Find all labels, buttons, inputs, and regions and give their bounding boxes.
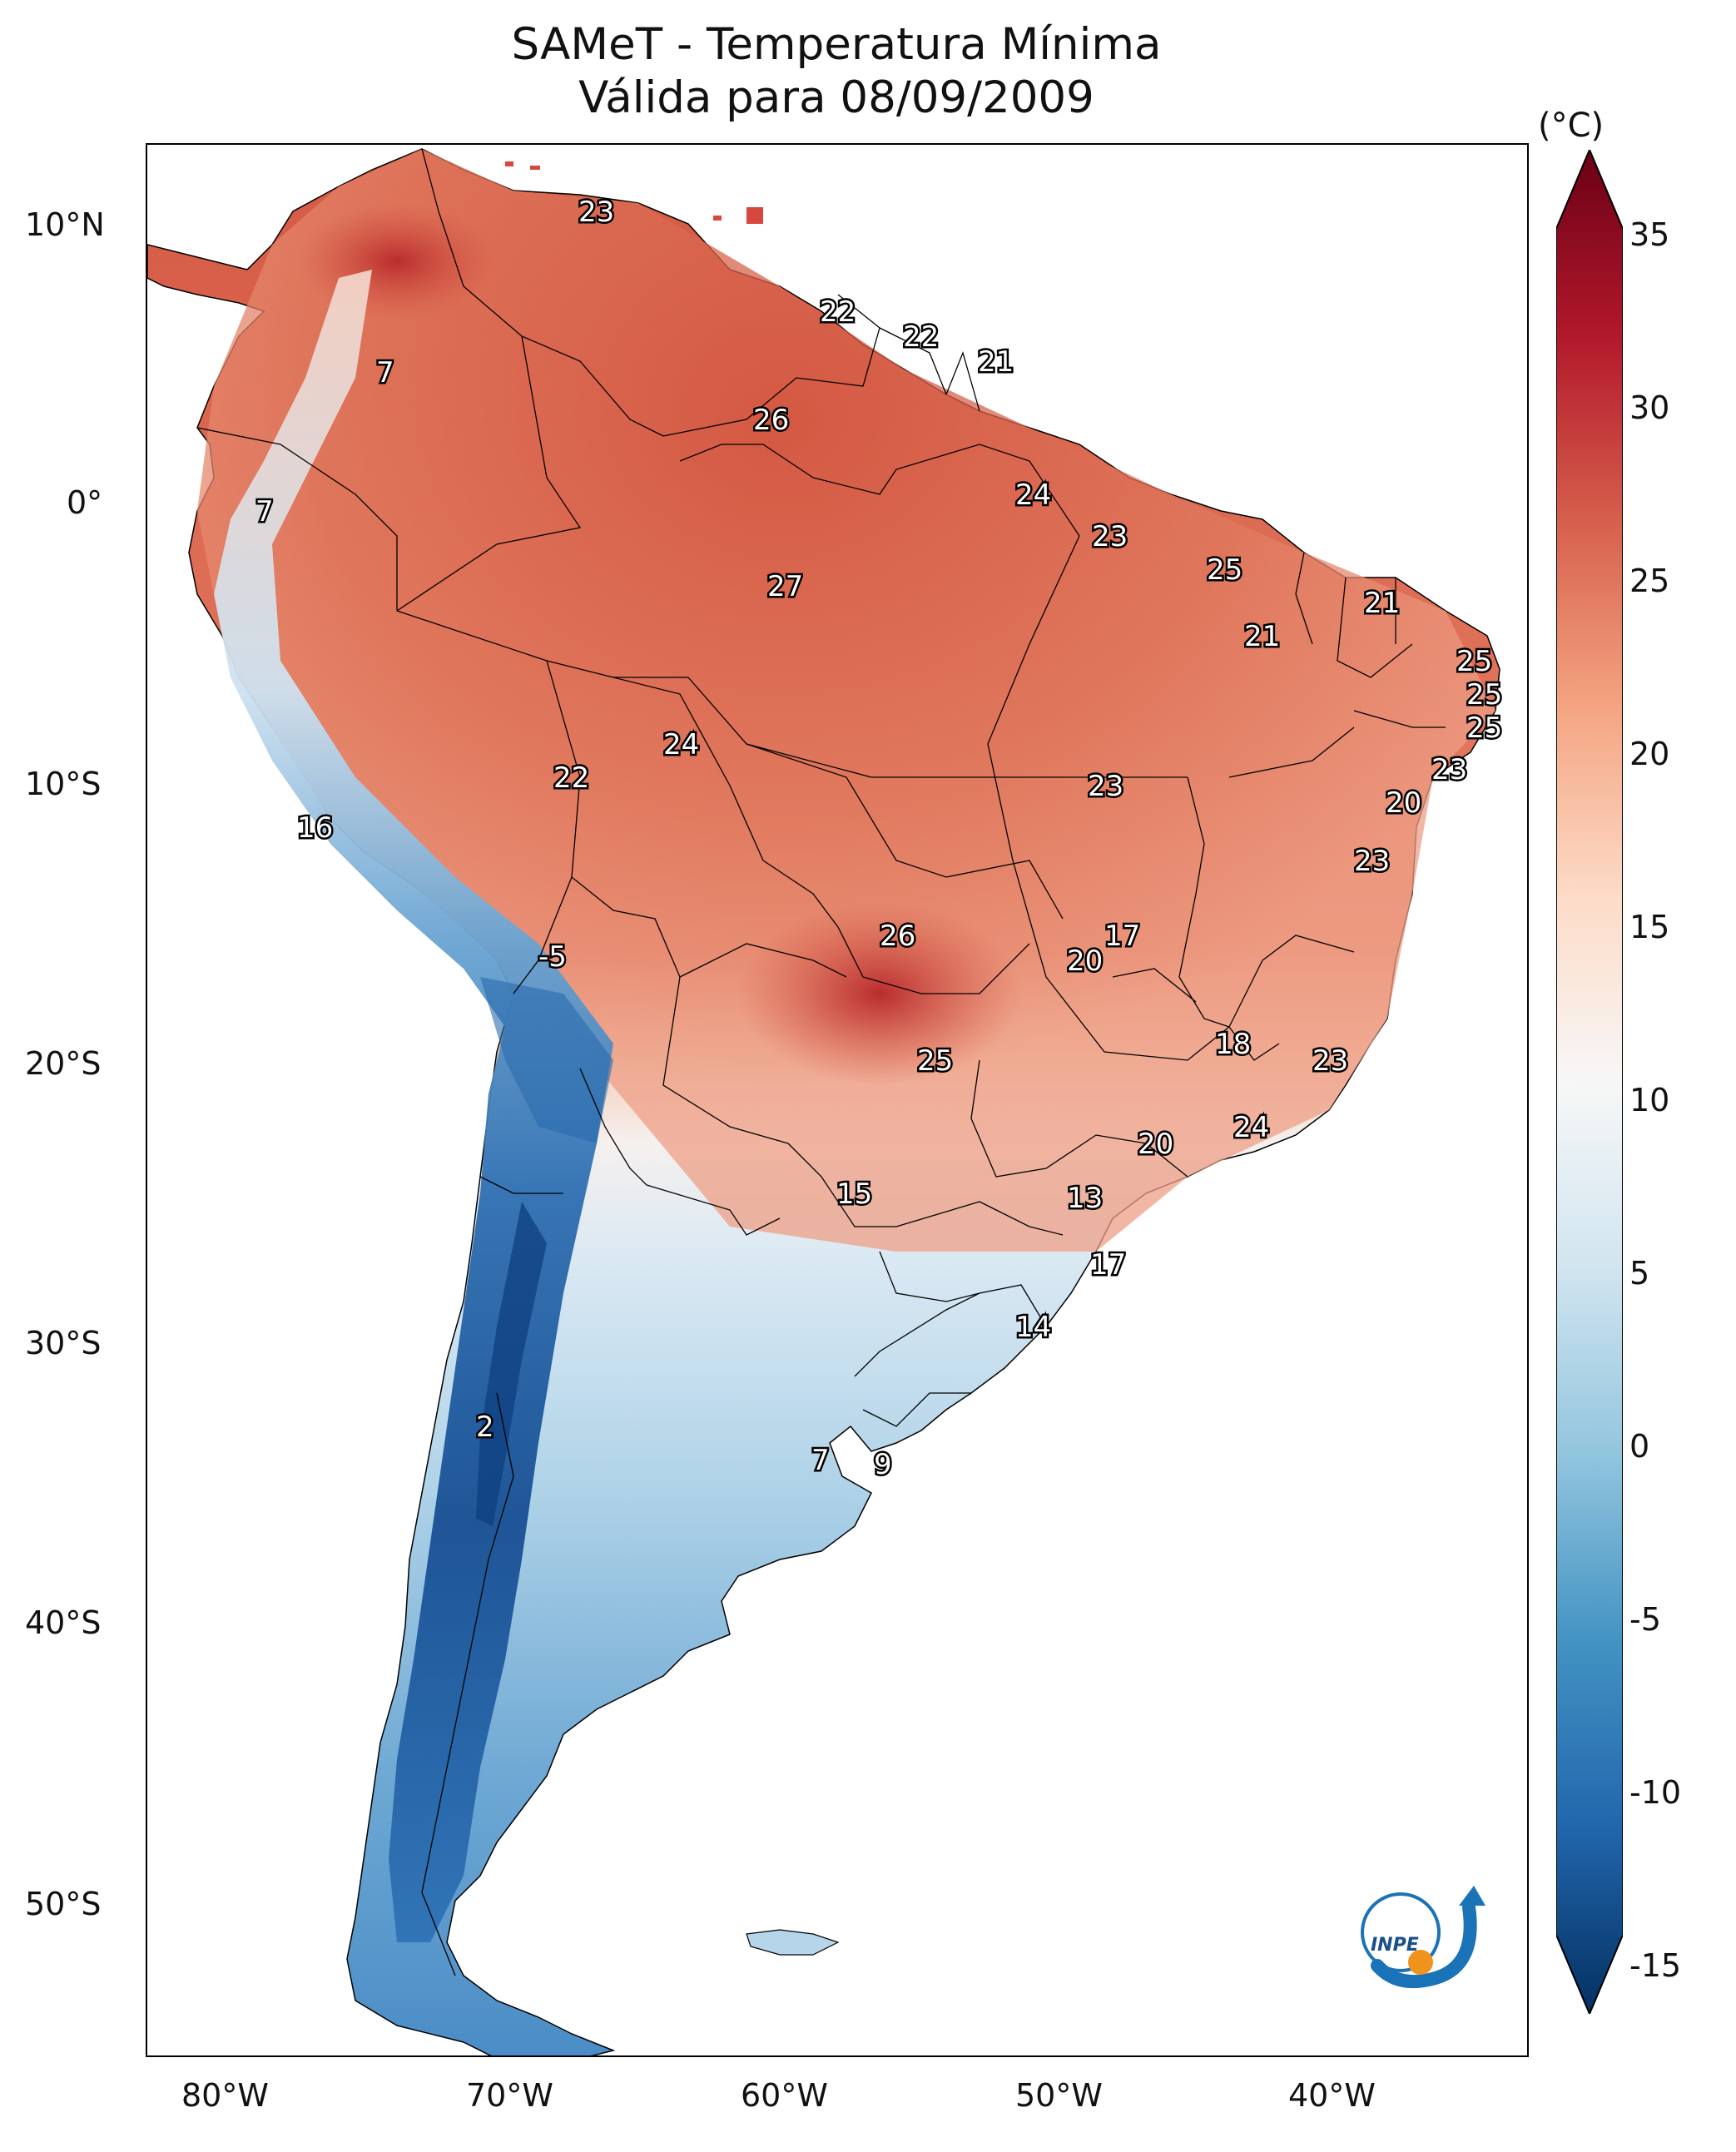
station-value: 18 (1215, 1028, 1251, 1061)
station-value: 21 (978, 345, 1014, 379)
falkland-islands (746, 1929, 840, 1956)
station-value: 16 (297, 811, 333, 845)
lat-label-10s: 10°S (25, 766, 102, 802)
hot-spot-north (297, 203, 497, 320)
lat-label-50s: 50°S (25, 1886, 102, 1922)
lat-label-20s: 20°S (25, 1045, 102, 1082)
station-value: 20 (1386, 786, 1421, 820)
station-value: 21 (1364, 587, 1400, 620)
station-value: 2 (476, 1411, 494, 1444)
station-value: 7 (376, 356, 394, 389)
lat-label-40s: 40°S (25, 1604, 102, 1641)
station-value: 17 (1090, 1248, 1126, 1282)
colorbar-tick-20: 20 (1629, 736, 1670, 772)
lon-label-80w: 80°W (181, 2077, 269, 2114)
station-value: 24 (1015, 478, 1051, 512)
station-value: 15 (836, 1178, 872, 1211)
inpe-logo: INPE (1352, 1882, 1494, 1999)
station-value: 22 (820, 295, 856, 329)
station-value: 22 (903, 320, 939, 354)
colorbar (1555, 147, 1633, 2017)
colorbar-unit: (°C) (1538, 107, 1605, 145)
station-value: 22 (553, 761, 589, 795)
lat-label-10n: 10°N (25, 206, 105, 243)
station-value: 14 (1015, 1311, 1051, 1344)
station-value: -5 (538, 940, 567, 974)
lon-label-40w: 40°W (1288, 2077, 1376, 2114)
lon-label-60w: 60°W (741, 2077, 828, 2114)
station-value: 24 (663, 728, 699, 761)
colorbar-tick-25: 25 (1629, 563, 1670, 599)
station-value: 17 (1104, 920, 1140, 953)
station-value: 26 (880, 920, 915, 953)
station-value: 20 (1138, 1128, 1173, 1161)
hot-spot-central (738, 902, 1021, 1085)
lat-label-0: 0° (67, 484, 103, 521)
lat-label-30s: 30°S (25, 1325, 102, 1361)
lon-label-70w: 70°W (466, 2077, 553, 2114)
title-line-2: Válida para 08/09/2009 (578, 72, 1094, 123)
andes-cold-core (476, 1202, 547, 1526)
colorbar-tick-30: 30 (1629, 389, 1670, 426)
station-value: 7 (811, 1444, 830, 1477)
title-line-1: SAMeT - Temperatura Mínima (511, 19, 1162, 70)
station-value: 25 (917, 1044, 953, 1078)
station-value: 23 (1431, 753, 1467, 786)
station-value: 23 (578, 196, 614, 229)
colorbar-tick-0: 0 (1629, 1428, 1650, 1465)
station-value: 25 (1456, 645, 1492, 678)
station-value: 7 (255, 495, 274, 528)
map-title: SAMeT - Temperatura Mínima Válida para 0… (146, 18, 1527, 125)
altiplano-cold (480, 977, 613, 1143)
colorbar-tick-5: 5 (1629, 1255, 1650, 1292)
station-value: 21 (1244, 620, 1280, 653)
colorbar-tick-minus5: -5 (1629, 1601, 1661, 1638)
station-value: 20 (1067, 945, 1103, 978)
station-value: 25 (1466, 712, 1502, 745)
station-value: 9 (874, 1448, 892, 1481)
station-value: 23 (1312, 1044, 1348, 1078)
andes-cold-strip (214, 270, 613, 1942)
station-value: 23 (1088, 770, 1123, 803)
station-value: 25 (1466, 678, 1502, 712)
lon-label-50w: 50°W (1015, 2077, 1103, 2114)
station-value: 13 (1067, 1182, 1103, 1215)
station-value: 23 (1354, 845, 1390, 878)
station-value: 27 (767, 570, 803, 603)
station-labels: 23 22 22 21 7 26 7 24 23 25 27 21 21 25 … (254, 194, 1505, 1484)
south-america-map: 23 22 22 21 7 26 7 24 23 25 27 21 21 25 … (147, 148, 1505, 2055)
colorbar-tick-minus10: -10 (1629, 1774, 1682, 1811)
colorbar-tick-15: 15 (1629, 909, 1670, 945)
station-value: 23 (1092, 520, 1128, 553)
colorbar-tick-minus15: -15 (1629, 1947, 1682, 1984)
station-value: 24 (1233, 1111, 1269, 1144)
station-value: 25 (1207, 553, 1242, 587)
station-value: 26 (753, 404, 789, 437)
political-borders (196, 148, 1446, 1976)
colorbar-tick-35: 35 (1629, 216, 1670, 253)
map-area: 23 22 22 21 7 26 7 24 23 25 27 21 21 25 … (146, 143, 1529, 2057)
colorbar-tick-10: 10 (1629, 1082, 1670, 1118)
svg-text:INPE: INPE (1371, 1935, 1419, 1956)
